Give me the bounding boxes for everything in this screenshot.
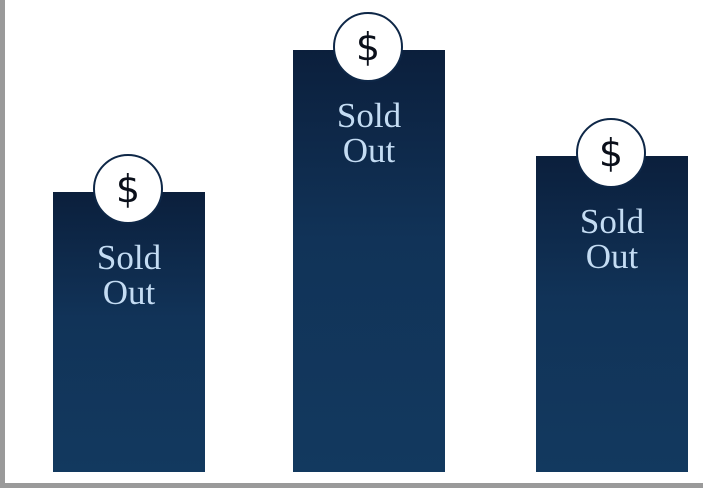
sold-out-label: Sold Out [96,238,162,312]
bar: $ Sold Out [293,12,445,472]
dollar-icon: $ [576,118,646,188]
dollar-icon: $ [93,154,163,224]
bar: $ Sold Out [53,154,205,472]
bar: $ Sold Out [536,118,688,472]
sold-out-label: Sold Out [336,96,402,170]
sold-out-label: Sold Out [579,202,645,276]
dollar-icon: $ [333,12,403,82]
